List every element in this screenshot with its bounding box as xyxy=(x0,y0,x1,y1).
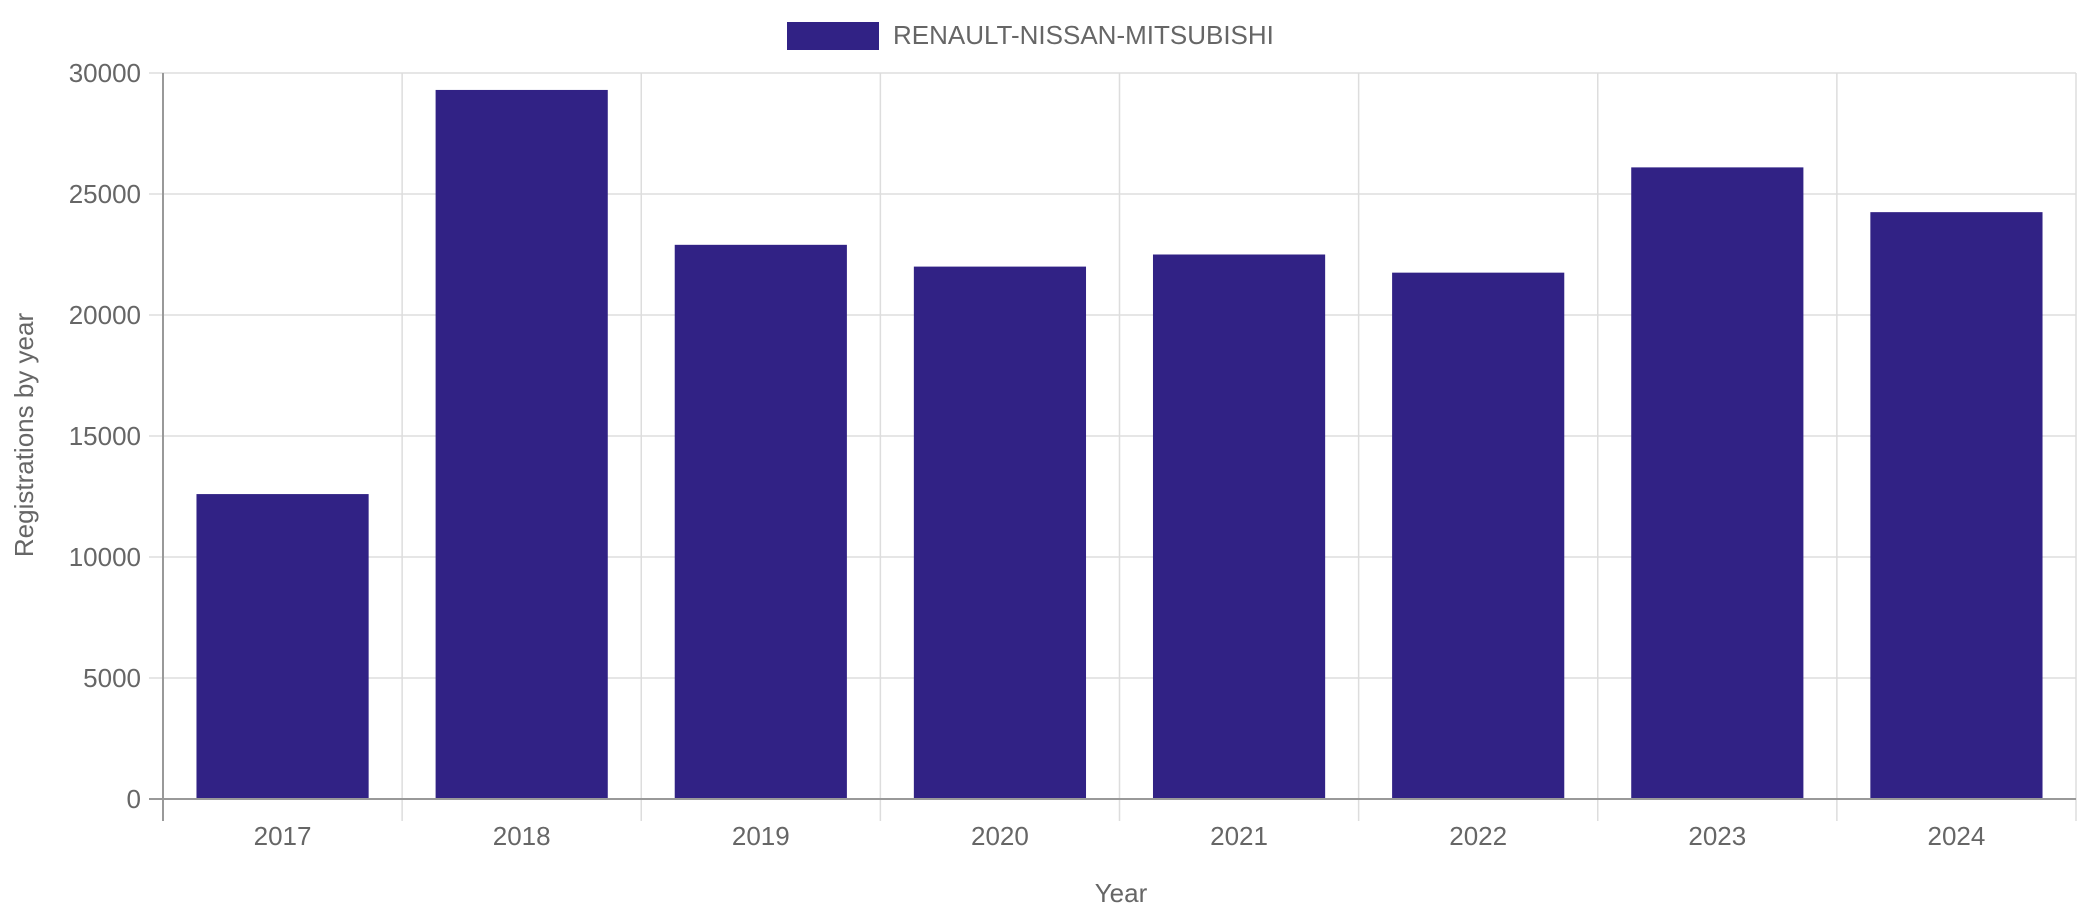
bar-2020[interactable] xyxy=(913,266,1087,800)
y-axis-title: Registrations by year xyxy=(9,313,39,558)
x-axis-title: Year xyxy=(1095,878,1148,908)
bar-2024[interactable] xyxy=(1870,212,2043,799)
bar-2021[interactable] xyxy=(1152,254,1326,800)
x-tick-label: 2020 xyxy=(971,821,1029,851)
bar-2019[interactable] xyxy=(674,244,847,799)
bar-2017[interactable] xyxy=(196,494,369,799)
legend-swatch[interactable] xyxy=(787,22,879,50)
y-tick-label: 30000 xyxy=(69,58,141,88)
axes xyxy=(149,73,2076,821)
legend[interactable]: RENAULT-NISSAN-MITSUBISHI xyxy=(787,20,1274,50)
y-tick-label: 5000 xyxy=(83,663,141,693)
bar-2022[interactable] xyxy=(1392,272,1565,799)
x-tick-label: 2018 xyxy=(493,821,551,851)
x-tick-label: 2021 xyxy=(1210,821,1268,851)
tick-labels: 0 5000 10000 15000 20000 25000 30000 2017 2018 20… xyxy=(69,58,1986,851)
bar-2018[interactable] xyxy=(435,89,608,799)
x-tick-label: 2023 xyxy=(1688,821,1746,851)
y-tick-label: 0 xyxy=(127,784,141,814)
x-tick-label: 2024 xyxy=(1928,821,1986,851)
bar-2023[interactable] xyxy=(1631,167,1804,799)
x-tick-label: 2022 xyxy=(1449,821,1507,851)
y-tick-label: 10000 xyxy=(69,542,141,572)
bars xyxy=(196,89,2043,800)
x-tick-label: 2017 xyxy=(254,821,312,851)
y-tick-label: 20000 xyxy=(69,300,141,330)
legend-label[interactable]: RENAULT-NISSAN-MITSUBISHI xyxy=(893,20,1274,50)
y-tick-label: 15000 xyxy=(69,421,141,451)
x-tick-label: 2019 xyxy=(732,821,790,851)
y-tick-label: 25000 xyxy=(69,179,141,209)
